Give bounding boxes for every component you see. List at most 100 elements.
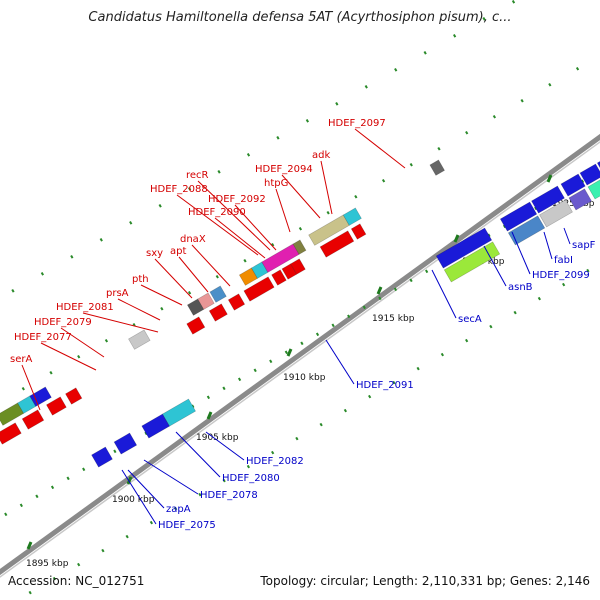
gene-label-fabI[interactable]: fabI (554, 255, 573, 266)
reverse-gene[interactable] (162, 398, 196, 427)
tick-mark (40, 272, 45, 276)
kbp-label: 1900 kbp (112, 495, 155, 505)
major-tick (286, 348, 293, 357)
gene-label-pth[interactable]: pth (132, 274, 149, 285)
leader-line (563, 227, 571, 245)
forward-gene[interactable] (271, 269, 287, 286)
tick-mark (187, 187, 192, 191)
tick-mark (271, 450, 275, 455)
reverse-gene[interactable] (531, 185, 565, 214)
tick-mark (409, 162, 413, 167)
gene-label-sxy[interactable]: sxy (146, 248, 163, 259)
leader-line (354, 128, 406, 169)
gene-label-HDEF_2092[interactable]: HDEF_2092 (208, 194, 266, 205)
reverse-gene[interactable] (91, 446, 113, 468)
gene-label-secA[interactable]: secA (458, 314, 482, 325)
tick-mark (222, 478, 226, 483)
major-tick (206, 411, 213, 420)
gene-label-HDEF_2078[interactable]: HDEF_2078 (200, 490, 258, 501)
gene-label-HDEF_2091[interactable]: HDEF_2091 (356, 380, 414, 391)
gene-label-dnaX[interactable]: dnaX (180, 234, 206, 245)
gene-label-HDEF_2094[interactable]: HDEF_2094 (255, 164, 313, 175)
kbp-label: 1910 kbp (283, 373, 326, 383)
leader-line (121, 469, 157, 525)
leader-line (543, 231, 553, 260)
leader-line (60, 327, 105, 358)
gene-label-HDEF_2081[interactable]: HDEF_2081 (56, 302, 114, 313)
forward-gene[interactable] (21, 409, 45, 430)
tick-mark (319, 422, 323, 427)
gene-label-HDEF_2099[interactable]: HDEF_2099 (532, 270, 590, 281)
reverse-gene[interactable] (499, 201, 538, 232)
gene-label-HDEF_2097[interactable]: HDEF_2097 (328, 118, 386, 129)
gene-label-asnB[interactable]: asnB (508, 282, 533, 293)
tick-mark (28, 590, 32, 595)
gene-label-sapF[interactable]: sapF (572, 240, 596, 251)
tick-mark (52, 576, 57, 581)
forward-gene[interactable] (243, 276, 275, 302)
reverse-gene[interactable] (539, 199, 573, 228)
gene-label-recR[interactable]: recR (186, 170, 209, 181)
gene-label-adk[interactable]: adk (312, 150, 330, 161)
forward-gene[interactable] (292, 239, 307, 255)
tick-mark (394, 68, 398, 72)
reverse-gene[interactable] (560, 173, 586, 197)
reverse-gene[interactable] (587, 152, 600, 200)
reverse-gene[interactable] (443, 241, 501, 283)
tick-mark (113, 449, 117, 454)
gene-label-htpG[interactable]: htpG (264, 178, 288, 189)
tick-mark (66, 476, 70, 481)
tick-mark (70, 255, 74, 259)
gene-label-HDEF_2082[interactable]: HDEF_2082 (246, 456, 304, 467)
gene-label-HDEF_2075[interactable]: HDEF_2075 (158, 520, 216, 531)
gene-label-serA[interactable]: serA (10, 354, 32, 365)
reverse-gene[interactable] (507, 215, 546, 246)
tick-mark (99, 238, 103, 242)
gene-label-HDEF_2077[interactable]: HDEF_2077 (14, 332, 72, 343)
forward-gene[interactable] (319, 230, 355, 258)
gene-label-zapA[interactable]: zapA (166, 504, 191, 515)
kbp-label: 1895 kbp (26, 559, 69, 569)
tick-mark (191, 404, 195, 409)
gene-label-HDEF_2088[interactable]: HDEF_2088 (150, 184, 208, 195)
leader-line (191, 244, 231, 287)
leader-line (483, 245, 507, 287)
reverse-gene[interactable] (435, 227, 493, 269)
forward-gene[interactable] (46, 396, 67, 416)
reverse-gene[interactable] (568, 188, 592, 211)
tick-mark (381, 178, 386, 183)
tick-mark (452, 34, 457, 38)
tick-mark (465, 338, 469, 343)
tick-mark (354, 194, 358, 199)
forward-gene[interactable] (227, 293, 246, 311)
tick-mark (423, 51, 427, 55)
forward-gene[interactable] (128, 329, 151, 350)
forward-gene[interactable] (65, 387, 83, 405)
tick-mark (347, 314, 351, 319)
genome-stats: Topology: circular; Length: 2,110,331 bp… (260, 574, 590, 588)
tick-mark (511, 0, 516, 4)
reverse-gene[interactable] (579, 163, 600, 186)
tick-mark (335, 102, 339, 106)
leader-line (117, 298, 161, 321)
forward-gene[interactable] (197, 292, 215, 310)
forward-gene[interactable] (29, 386, 52, 407)
forward-gene[interactable] (186, 316, 206, 335)
gene-label-apt[interactable]: apt (170, 246, 186, 257)
gene-label-HDEF_2090[interactable]: HDEF_2090 (188, 207, 246, 218)
forward-gene[interactable] (429, 159, 445, 176)
tick-mark (482, 17, 486, 21)
forward-gene[interactable] (0, 422, 22, 445)
major-tick (376, 286, 383, 295)
forward-gene[interactable] (350, 223, 367, 240)
forward-gene[interactable] (209, 285, 227, 303)
forward-gene[interactable] (342, 207, 362, 226)
reverse-gene[interactable] (113, 432, 138, 455)
gene-label-prsA[interactable]: prsA (106, 288, 129, 299)
tick-mark (284, 350, 288, 355)
gene-label-HDEF_2079[interactable]: HDEF_2079 (34, 317, 92, 328)
gene-label-HDEF_2080[interactable]: HDEF_2080 (222, 473, 280, 484)
forward-gene[interactable] (208, 303, 228, 322)
tick-mark (520, 98, 524, 103)
forward-gene[interactable] (290, 258, 306, 275)
